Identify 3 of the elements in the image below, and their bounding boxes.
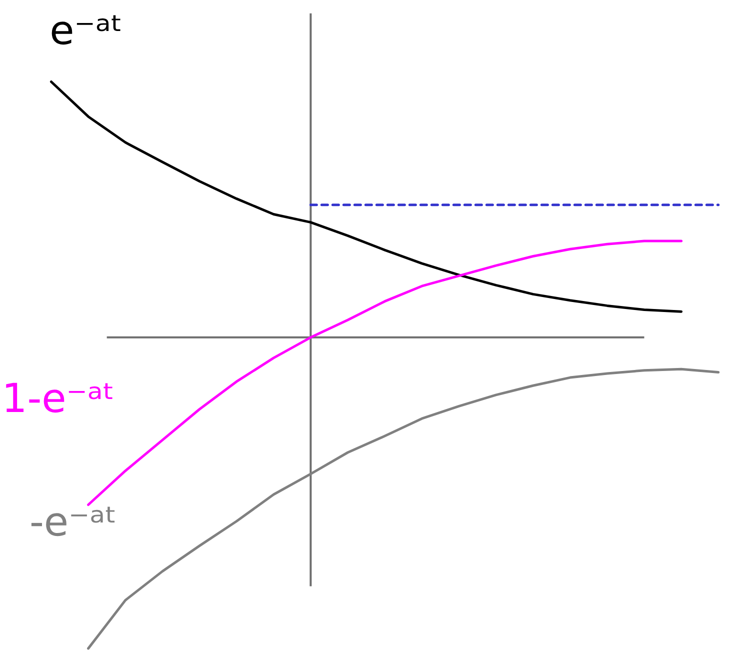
series-label: e⁻ᵃᵗ	[50, 8, 123, 54]
series-label: -e⁻ᵃᵗ	[29, 499, 118, 546]
series-label: 1-e⁻ᵃᵗ	[2, 376, 115, 422]
